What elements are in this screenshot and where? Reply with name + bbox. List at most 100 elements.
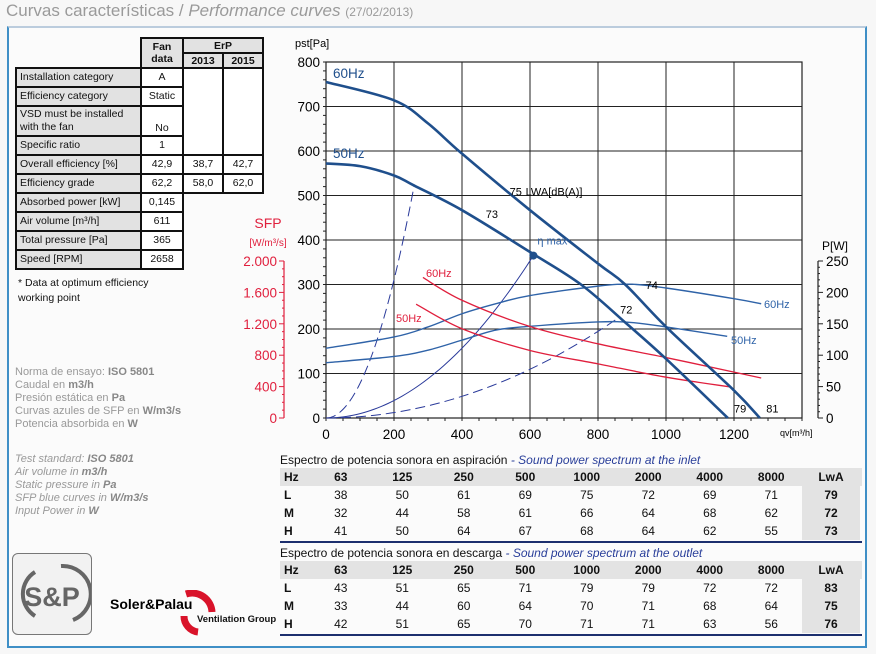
x-axis-label: qv[m³/h] xyxy=(780,428,813,438)
sound-cell: L xyxy=(284,488,292,502)
sound-cell: 42 xyxy=(334,617,348,631)
power-curve-50Hz xyxy=(325,320,728,364)
erp-2013-header: 2013 xyxy=(182,52,224,69)
fan-row-label: Installation category xyxy=(15,67,142,88)
sound-cell: 64 xyxy=(764,599,778,613)
sound-cell: 70 xyxy=(518,617,532,631)
sound-cell: 69 xyxy=(518,488,532,502)
sound-header-cell: Hz xyxy=(284,563,299,577)
sound-cell: M xyxy=(284,599,294,613)
fan-row-label: Efficiency grade xyxy=(15,173,142,194)
sound-cell: 83 xyxy=(802,579,860,597)
erp-2013-value: 58,0 xyxy=(182,173,224,194)
fan-row-value: 1 xyxy=(140,135,184,156)
fan-row-label: Speed [RPM] xyxy=(15,249,142,270)
sound-header-cell: 8000 xyxy=(757,563,785,577)
sound-cell: 69 xyxy=(703,488,717,502)
sound-header-cell: 1000 xyxy=(573,470,601,484)
fan-data-table: Fan data ErP 2013 2015 Installation catego… xyxy=(15,37,264,270)
fan-row-value: 2658 xyxy=(140,249,184,270)
y-tick-label: 200 xyxy=(297,322,320,337)
eta-max-label: η max xyxy=(537,236,567,248)
sound-cell: 71 xyxy=(518,581,532,595)
sound-outlet-table: Espectro de potencia sonora en descarga … xyxy=(280,545,862,636)
sp-logo: S&P xyxy=(12,553,93,635)
sound-cell: 60 xyxy=(457,599,471,613)
sound-cell: 38 xyxy=(334,488,348,502)
info-line: Static pressure in Pa xyxy=(15,479,117,491)
sound-cell: 51 xyxy=(395,581,409,595)
sound-cell: 71 xyxy=(641,599,655,613)
sound-cell: 62 xyxy=(764,506,778,520)
fan-row: Efficiency grade 62,2 58,0 62,0 xyxy=(15,173,264,194)
sound-cell: 44 xyxy=(395,599,409,613)
sound-cell: M xyxy=(284,506,294,520)
noise-label: 79 xyxy=(734,404,746,416)
power-tick-label: 250 xyxy=(826,254,849,269)
fan-row: Absorbed power [kW] 0,145 xyxy=(15,192,263,213)
sound-cell: 71 xyxy=(580,617,594,631)
y-tick-label: 700 xyxy=(297,100,320,115)
brand-tagline: Ventilation Group xyxy=(197,614,277,625)
sound-header-cell: LwA xyxy=(802,561,860,579)
sound-cell: H xyxy=(284,524,293,538)
sound-table-title: Espectro de potencia sonora en aspiració… xyxy=(280,453,701,467)
sound-cell: 67 xyxy=(518,524,532,538)
sound-header-cell: 4000 xyxy=(696,470,724,484)
erp-2015-header: 2015 xyxy=(222,52,264,69)
sfp-tick-label: 0 xyxy=(269,411,277,426)
x-tick-label: 1200 xyxy=(719,427,749,442)
sound-header-cell: 63 xyxy=(334,563,348,577)
power-tick-label: 100 xyxy=(826,348,849,363)
sound-cell: 72 xyxy=(764,581,778,595)
info-line: Test standard: ISO 5801 xyxy=(15,453,134,465)
pressure-curve-label-50hz: 50Hz xyxy=(333,146,365,161)
y-tick-label: 400 xyxy=(297,233,320,248)
fan-row-label: Efficiency category xyxy=(15,86,142,107)
sound-cell: 64 xyxy=(641,524,655,538)
y-tick-label: 300 xyxy=(297,278,320,293)
sound-header-cell: 2000 xyxy=(634,563,662,577)
sound-cell: 72 xyxy=(703,581,717,595)
x-tick-label: 0 xyxy=(322,427,330,442)
sound-cell: L xyxy=(284,581,292,595)
sound-row: M 32 44 58 61 66 64 68 62 72 xyxy=(280,504,862,522)
sound-cell: 64 xyxy=(518,599,532,613)
sound-cell: 56 xyxy=(764,617,778,631)
system-curve xyxy=(325,317,619,419)
power-axis-title: P[W] xyxy=(822,239,848,253)
power-curve-60Hz xyxy=(325,283,762,349)
sound-cell: 50 xyxy=(395,524,409,538)
x-tick-label: 600 xyxy=(519,427,542,442)
sound-cell: 71 xyxy=(764,488,778,502)
sound-header-cell: LwA xyxy=(802,468,860,486)
sound-header-cell: 500 xyxy=(515,470,536,484)
noise-label: 81 xyxy=(766,404,778,416)
info-english: Test standard: ISO 5801 Air volume in m3/… xyxy=(15,453,148,518)
sound-cell: 64 xyxy=(641,506,655,520)
sfp-tick-label: 1.600 xyxy=(243,285,277,300)
sound-header-cell: Hz xyxy=(284,470,299,484)
sound-cell: 44 xyxy=(395,506,409,520)
info-line: Input Power in W xyxy=(15,505,99,517)
sound-cell: 72 xyxy=(641,488,655,502)
power-tick-label: 200 xyxy=(826,285,849,300)
noise-label: 74 xyxy=(646,280,658,292)
sfp-curve-label-60hz: 60Hz xyxy=(426,268,452,280)
sound-cell: 61 xyxy=(457,488,471,502)
sfp-curve-label-50hz: 50Hz xyxy=(396,313,422,325)
sound-header-cell: 63 xyxy=(334,470,348,484)
sound-cell: 41 xyxy=(334,524,348,538)
sound-header-cell: 250 xyxy=(453,563,474,577)
erp-2015-value: 42,7 xyxy=(222,154,264,175)
sound-cell: 79 xyxy=(802,486,860,504)
fan-row-label: Absorbed power [kW] xyxy=(15,192,142,213)
sound-cell: H xyxy=(284,617,293,631)
sound-header-row: Hz 63 125 250 500 1000 2000 4000 8000 LwA xyxy=(280,468,862,486)
fan-row: Efficiency category Static xyxy=(15,86,263,107)
sound-cell: 75 xyxy=(580,488,594,502)
sound-row: M 33 44 60 64 70 71 68 64 75 xyxy=(280,597,862,615)
sound-header-cell: 125 xyxy=(392,470,413,484)
fan-row-value: 611 xyxy=(140,211,184,232)
